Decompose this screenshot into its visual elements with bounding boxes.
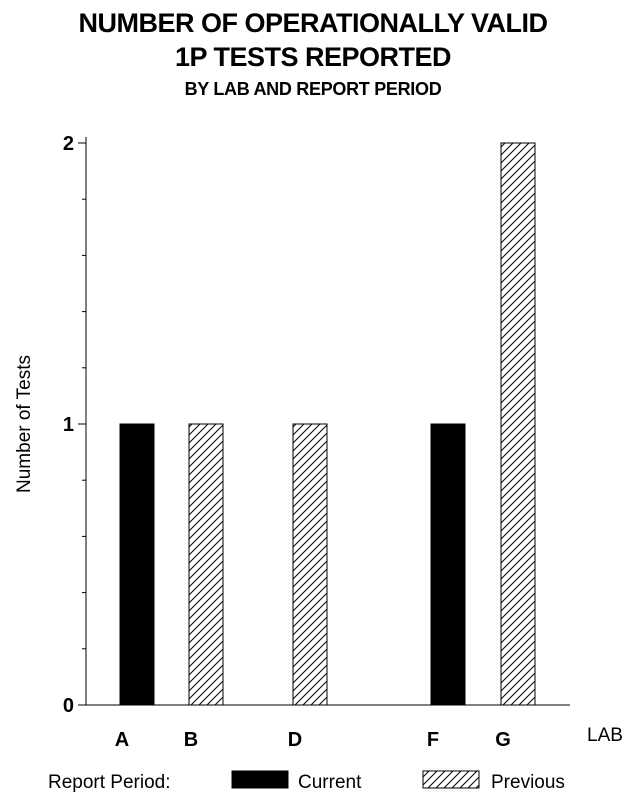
chart-title-line-2: 1P TESTS REPORTED: [174, 42, 452, 72]
ticks: 0 1 2 Number of Tests A B D F G LAB: [14, 133, 623, 751]
legend-title: Report Period:: [48, 772, 171, 793]
chart-title-block: NUMBER OF OPERATIONALLY VALID 1P TESTS R…: [0, 6, 626, 102]
legend-label-current: Current: [298, 772, 362, 793]
chart-title-line-1: NUMBER OF OPERATIONALLY VALID: [78, 8, 548, 38]
bars: [119, 142, 536, 706]
x-tick-label-f: F: [427, 729, 439, 751]
x-tick-label-a: A: [115, 729, 129, 751]
y-axis-label: Number of Tests: [14, 355, 35, 493]
legend-label-previous: Previous: [491, 772, 565, 793]
chart-subtitle: BY LAB AND REPORT PERIOD: [184, 79, 442, 99]
legend: Report Period: Current Previous: [48, 770, 565, 793]
x-tick-label-b: B: [184, 729, 198, 751]
bar-f-current: [430, 423, 466, 706]
bar-g-previous: [500, 142, 536, 706]
x-tick-label-d: D: [288, 729, 302, 751]
x-axis-label: LAB: [587, 725, 623, 746]
y-tick-label: 0: [63, 695, 74, 717]
bar-b-previous: [188, 423, 224, 706]
legend-swatch-current: [231, 770, 289, 789]
x-tick-label-g: G: [495, 729, 511, 751]
y-tick-label: 1: [63, 414, 74, 436]
y-tick-label: 2: [63, 133, 74, 155]
legend-swatch-previous: [422, 770, 480, 789]
bar-a-current: [119, 423, 155, 706]
bar-d-previous: [292, 423, 328, 706]
axes: [85, 137, 570, 706]
